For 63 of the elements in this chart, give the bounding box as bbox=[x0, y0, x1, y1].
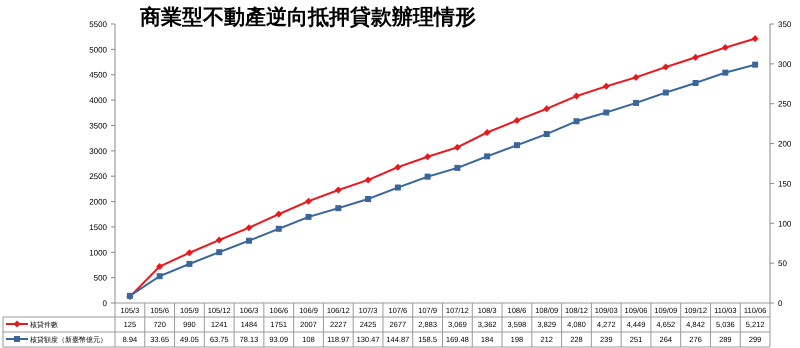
y-tick-label: 4000 bbox=[89, 96, 108, 106]
y-tick-label: 500 bbox=[94, 274, 108, 283]
point bbox=[692, 54, 700, 61]
point bbox=[572, 92, 580, 100]
point bbox=[394, 184, 401, 191]
point bbox=[245, 224, 252, 232]
point bbox=[424, 153, 432, 160]
y-tick-label: 5000 bbox=[89, 45, 108, 54]
point bbox=[156, 262, 164, 270]
point bbox=[365, 196, 372, 202]
y-tick-label: 5500 bbox=[89, 20, 108, 29]
y-tick-label: 3000 bbox=[89, 146, 108, 156]
y2-tick-label: 150 bbox=[778, 179, 792, 188]
point bbox=[454, 164, 460, 171]
point bbox=[543, 105, 550, 112]
point bbox=[424, 174, 431, 180]
point bbox=[544, 131, 550, 138]
point bbox=[364, 176, 372, 184]
y-tick-label: 1000 bbox=[89, 248, 108, 258]
point bbox=[692, 80, 699, 86]
point bbox=[722, 70, 728, 76]
y2-tick-label: 350 bbox=[778, 20, 792, 29]
point bbox=[513, 116, 520, 124]
point bbox=[186, 260, 192, 267]
y2-tick-label: 300 bbox=[778, 60, 792, 69]
y-tick-label: 2500 bbox=[89, 172, 108, 182]
point bbox=[454, 144, 461, 151]
y-tick-label: 1500 bbox=[89, 222, 108, 232]
point bbox=[275, 210, 282, 218]
point bbox=[752, 35, 759, 42]
point bbox=[752, 62, 758, 68]
point bbox=[573, 118, 580, 124]
y2-tick-label: 100 bbox=[778, 219, 792, 228]
chart-title: 商業型不動產逆向抵押貸款辦理情形 bbox=[139, 5, 476, 29]
point bbox=[156, 273, 163, 280]
y2-tick-label: 250 bbox=[778, 100, 792, 109]
point bbox=[603, 109, 610, 116]
y2-tick-label: 0 bbox=[778, 299, 783, 308]
y-tick-label: 4500 bbox=[89, 70, 108, 80]
point bbox=[484, 153, 490, 160]
point bbox=[246, 238, 252, 244]
point bbox=[216, 249, 222, 256]
point bbox=[662, 64, 670, 71]
y2-tick-label: 200 bbox=[778, 140, 792, 149]
point bbox=[305, 198, 312, 205]
y2-tick-label: 50 bbox=[778, 259, 788, 268]
point bbox=[602, 82, 610, 90]
y-tick-label: 0 bbox=[102, 299, 108, 308]
point bbox=[335, 205, 342, 212]
point bbox=[662, 90, 669, 96]
point bbox=[633, 100, 640, 106]
point bbox=[306, 214, 312, 220]
point bbox=[334, 186, 342, 194]
y-tick-label: 2000 bbox=[89, 198, 108, 207]
point bbox=[186, 249, 193, 256]
point bbox=[216, 236, 223, 244]
point bbox=[484, 128, 491, 136]
point bbox=[632, 74, 640, 81]
point bbox=[514, 142, 520, 148]
y-tick-label: 3500 bbox=[89, 121, 108, 130]
point bbox=[722, 44, 729, 52]
point bbox=[394, 164, 402, 171]
point bbox=[276, 226, 282, 232]
